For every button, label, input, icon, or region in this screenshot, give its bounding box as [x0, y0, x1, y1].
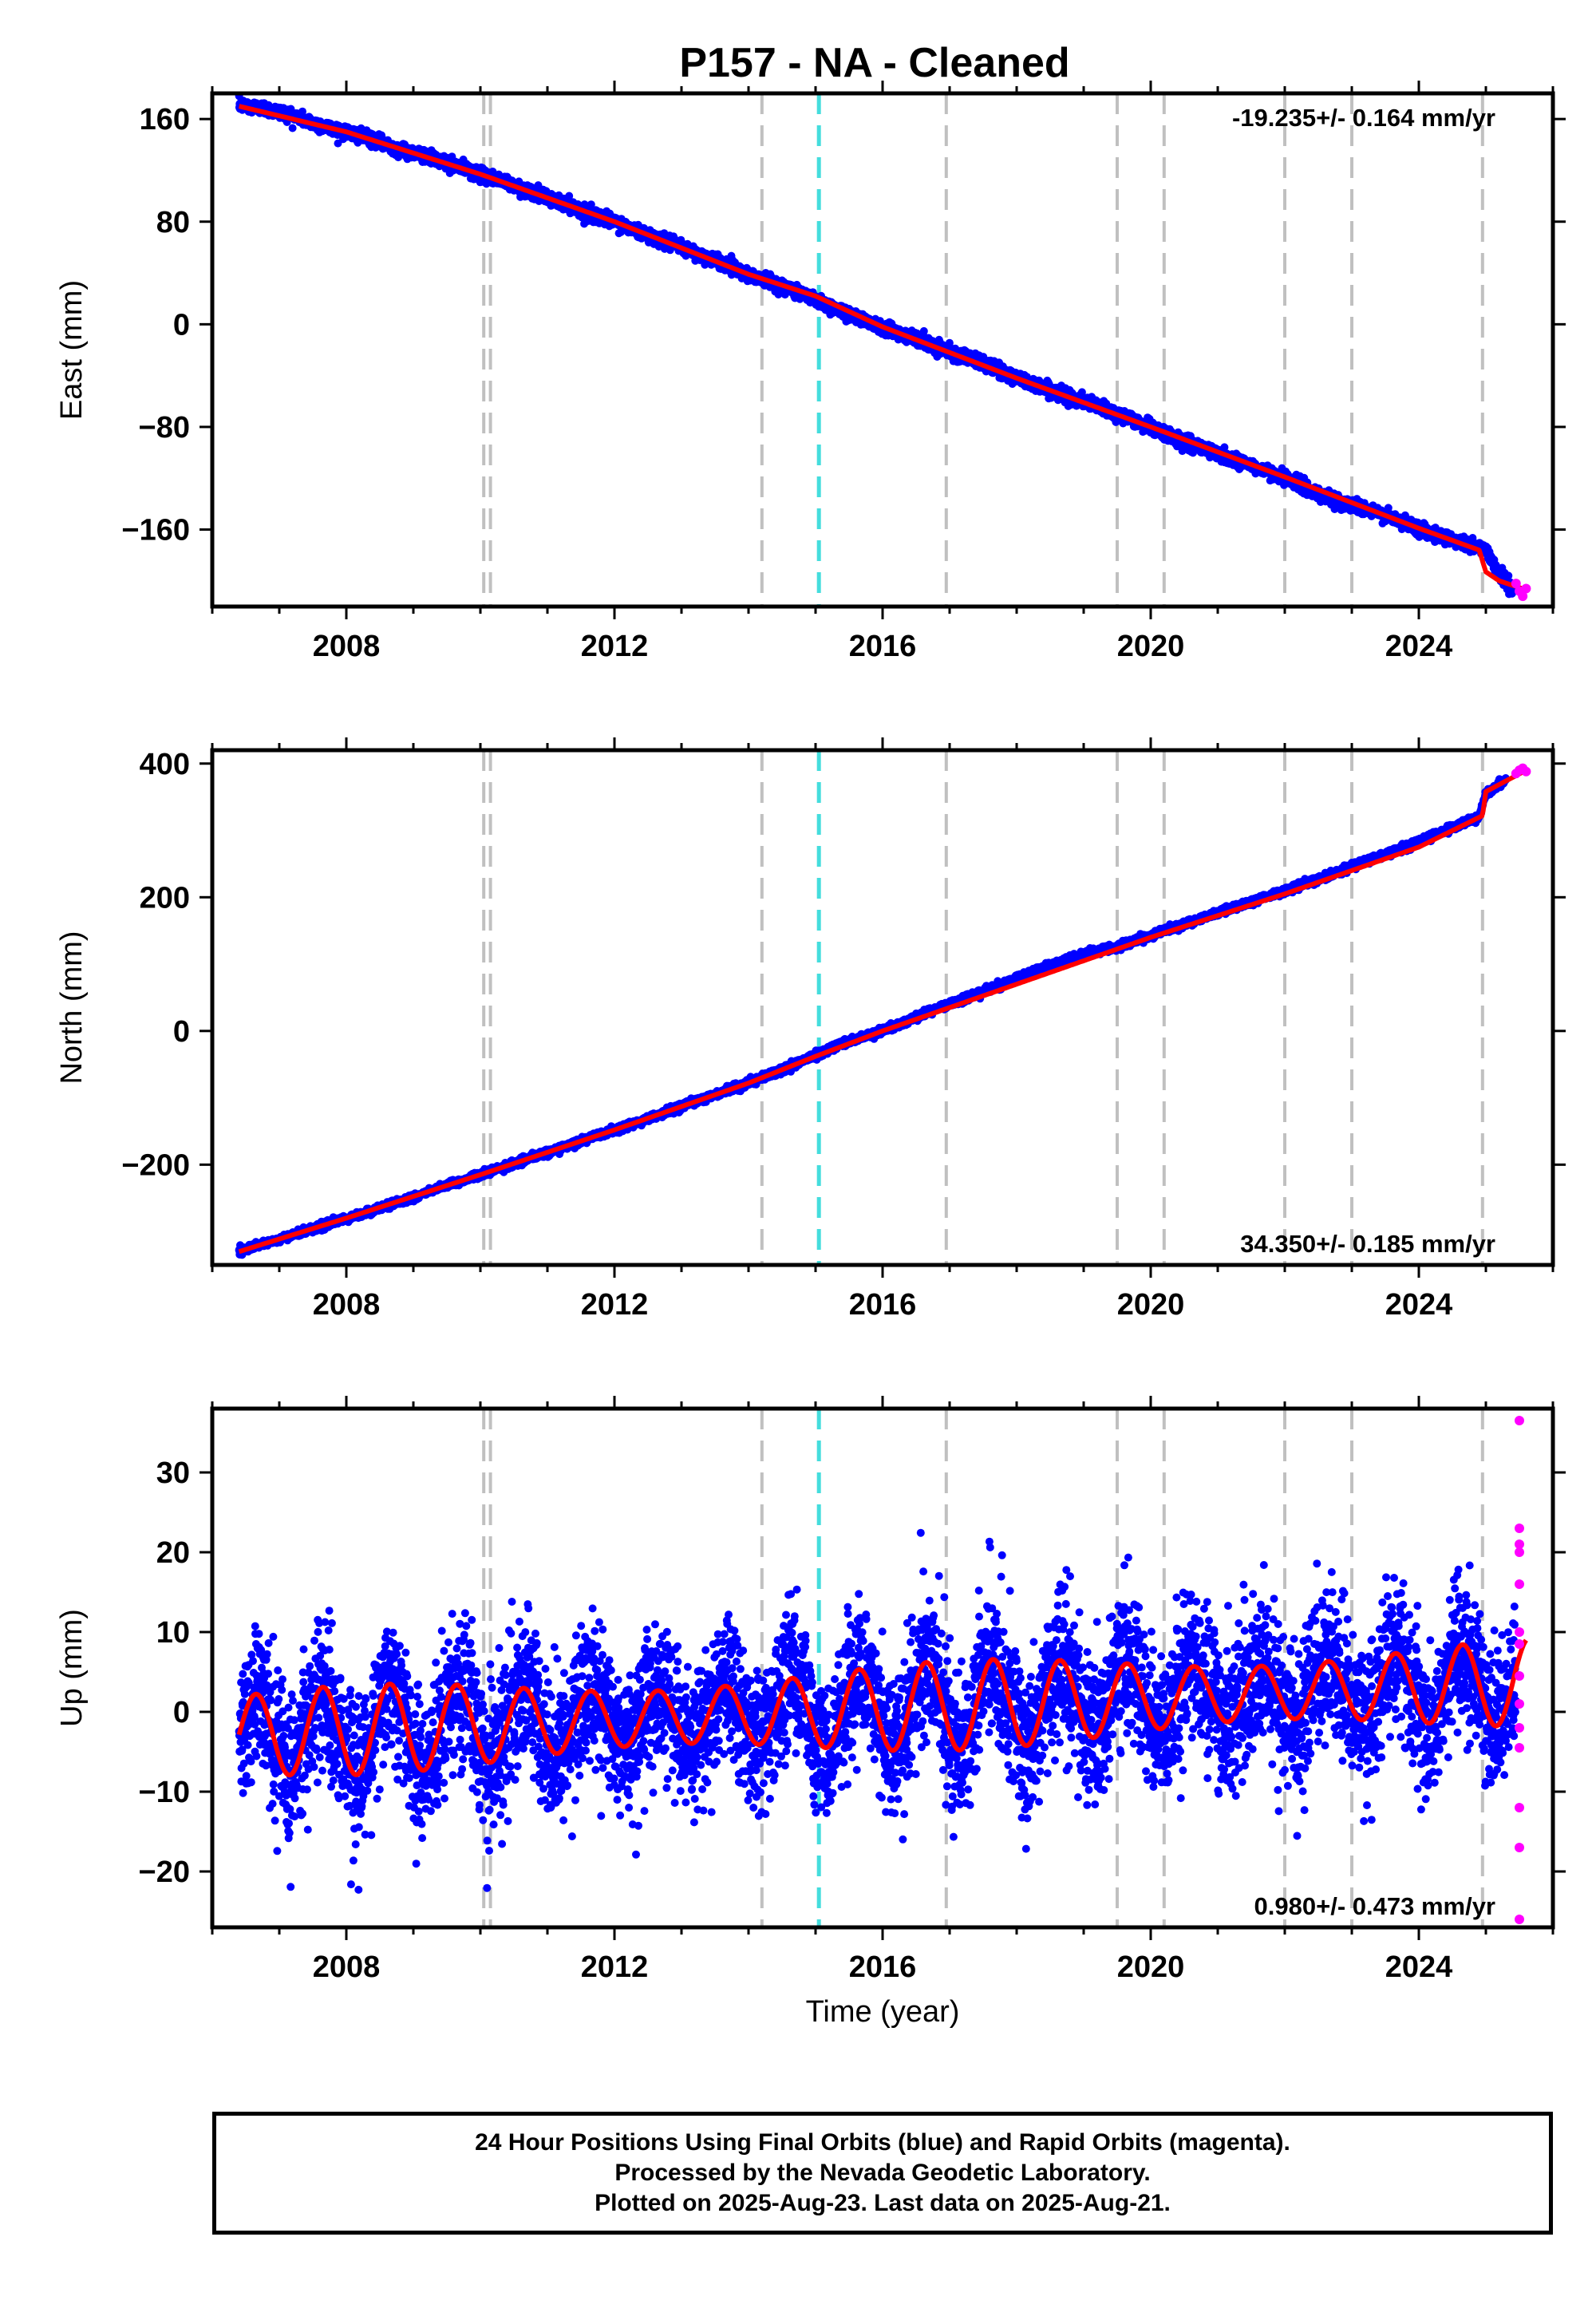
- data-point-final: [334, 139, 342, 148]
- chart-title: P157 - NA - Cleaned: [679, 40, 1069, 86]
- plot-area: [235, 93, 1531, 607]
- x-tick-label: 2020: [1117, 630, 1185, 663]
- y-tick-label: 80: [156, 206, 190, 239]
- plot-area: [235, 750, 1531, 1265]
- model-line: [238, 104, 1527, 592]
- y-tick-label: 0: [173, 308, 190, 342]
- data-point-final: [565, 192, 574, 200]
- rate-label: -19.235+/- 0.164 mm/yr: [1232, 104, 1495, 132]
- data-point-final: [288, 124, 297, 132]
- y-tick-label: 160: [140, 103, 190, 136]
- data-point-final: [587, 200, 595, 209]
- final-orbit-points: [235, 774, 1511, 1259]
- y-tick-label: −80: [139, 411, 190, 445]
- data-point-rapid: [1521, 583, 1531, 594]
- final-orbit-points: [235, 93, 1517, 599]
- y-tick-label: −160: [121, 514, 190, 547]
- x-tick-label: 2016: [849, 630, 917, 663]
- east-panel: 2008 2012 2016 2020 2024 160 80 0 −80 −160 East (m…: [55, 81, 1566, 663]
- y-axis-label: East (mm): [55, 280, 89, 420]
- x-tick-label: 2008: [313, 630, 381, 663]
- x-tick-label: 2024: [1385, 630, 1453, 663]
- x-tick-label: 2012: [581, 630, 649, 663]
